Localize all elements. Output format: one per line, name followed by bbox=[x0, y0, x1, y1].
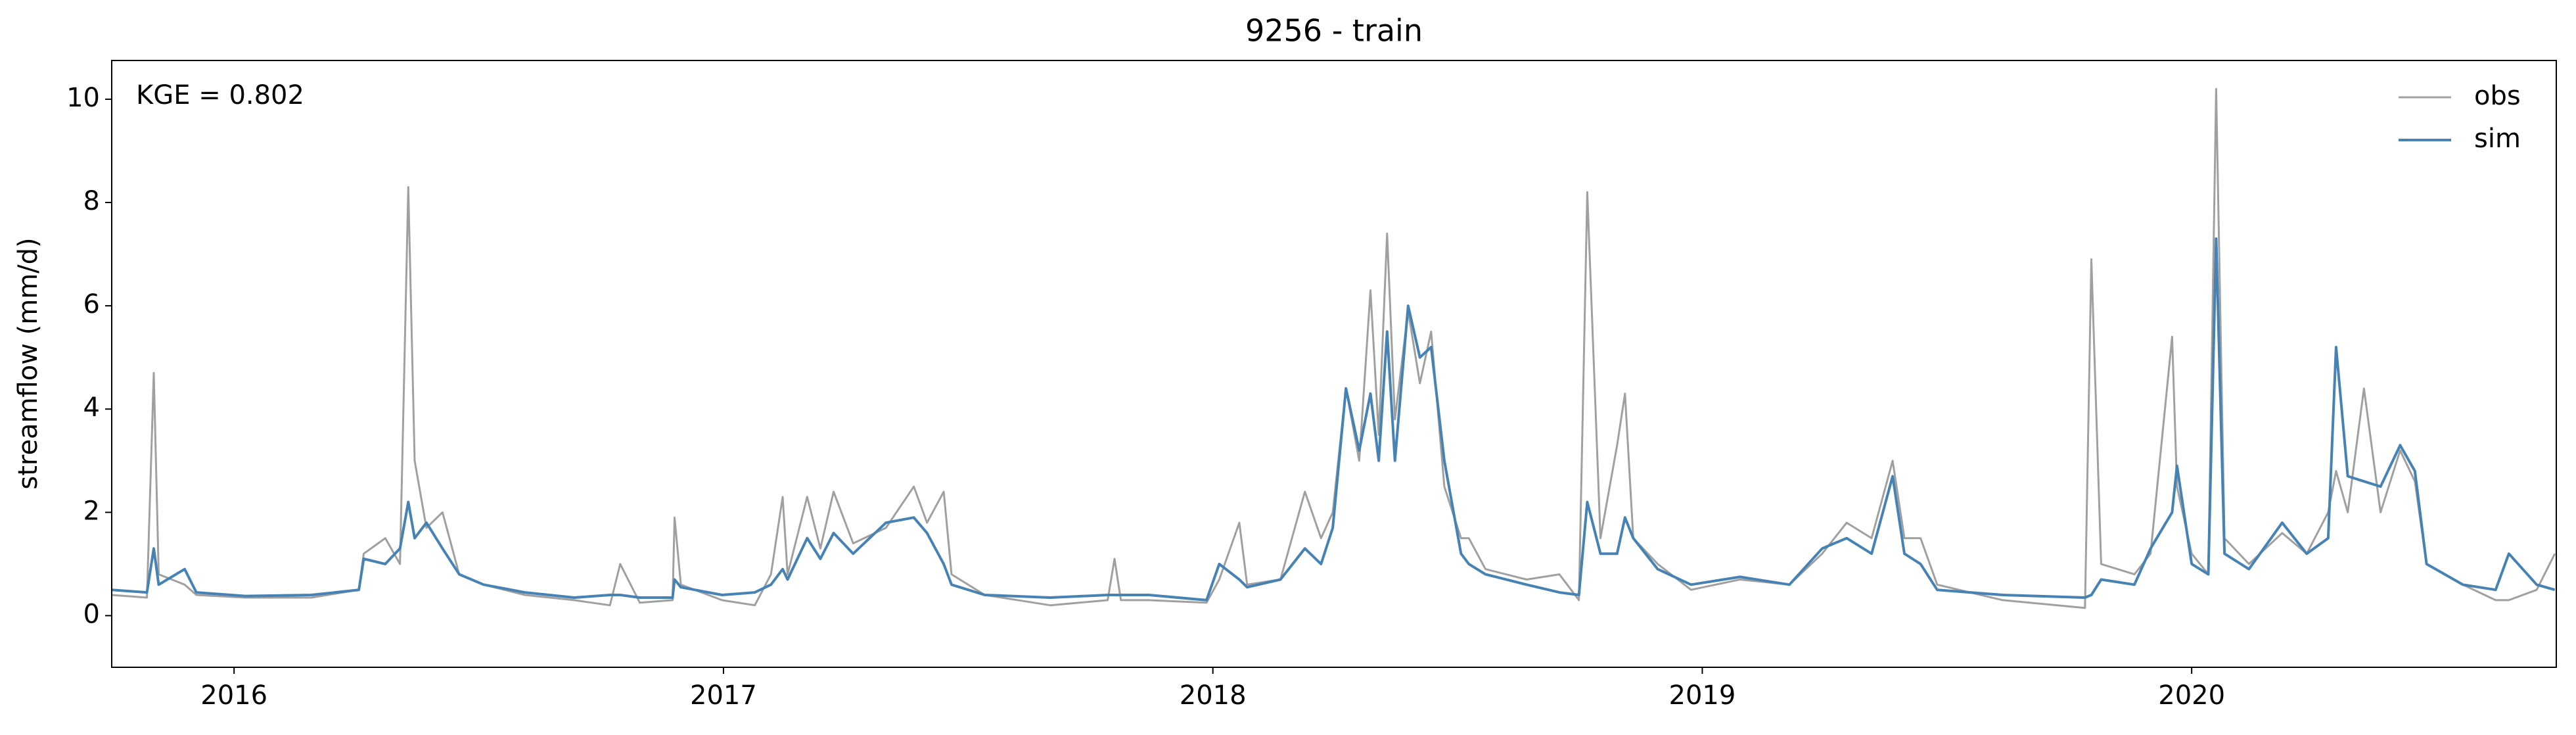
y-tick-label: 6 bbox=[83, 289, 100, 320]
y-tick-label: 8 bbox=[83, 186, 100, 216]
series-line bbox=[111, 237, 2556, 602]
annotation: KGE = 0.802 bbox=[136, 80, 304, 110]
y-tick-label: 4 bbox=[83, 392, 100, 423]
x-tick-label: 2020 bbox=[2158, 680, 2225, 711]
chart-title: 9256 - train bbox=[1245, 13, 1423, 49]
y-tick-label: 10 bbox=[66, 83, 100, 113]
x-tick-label: 2019 bbox=[1669, 680, 1736, 711]
x-tick-label: 2018 bbox=[1180, 680, 1247, 711]
x-tick-label: 2017 bbox=[690, 680, 757, 711]
legend-label: obs bbox=[2474, 81, 2521, 111]
x-tick-label: 2016 bbox=[200, 680, 267, 711]
legend-label: sim bbox=[2474, 124, 2521, 154]
plot-frame bbox=[111, 60, 2557, 668]
y-tick-label: 2 bbox=[83, 496, 100, 526]
series-line bbox=[111, 87, 2556, 609]
y-tick-label: 0 bbox=[83, 599, 100, 629]
y-axis-label: streamflow (mm/d) bbox=[13, 237, 43, 489]
